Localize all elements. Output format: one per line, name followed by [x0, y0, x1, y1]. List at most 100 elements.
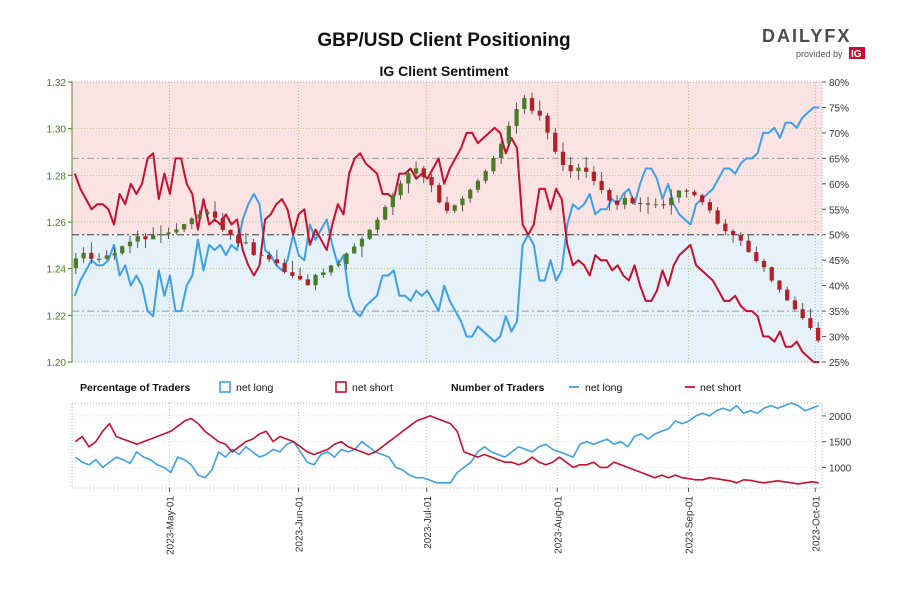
candle-body	[429, 176, 434, 186]
candle	[290, 260, 295, 278]
candle-body	[506, 125, 511, 144]
subtitle: IG Client Sentiment	[379, 63, 508, 79]
candle-body	[251, 242, 256, 255]
candle	[653, 198, 658, 208]
candle-body	[468, 189, 473, 199]
candle-body	[537, 110, 542, 116]
left-axis-tick-label: 1.32	[47, 78, 67, 89]
candle-body	[669, 197, 674, 206]
candle-body	[568, 165, 573, 172]
candle-body	[808, 318, 813, 328]
candle-body	[135, 236, 140, 242]
x-axis-date-label: 2023-Sep-01	[685, 496, 696, 554]
candle-body	[437, 185, 442, 203]
candle-body	[398, 183, 403, 196]
chart-title: GBP/USD Client Positioning	[317, 30, 570, 51]
candle-body	[754, 252, 759, 261]
candle	[676, 190, 682, 203]
candle-body	[259, 254, 264, 256]
candle-body	[243, 242, 249, 244]
candle-body	[491, 158, 496, 172]
candle-body	[591, 171, 597, 181]
candle-body	[383, 207, 388, 220]
candle	[491, 155, 496, 174]
traders-net-short-line	[74, 415, 819, 485]
candle-body	[645, 203, 651, 205]
candle-body	[158, 234, 164, 236]
candle	[777, 280, 782, 293]
candle-body	[730, 231, 736, 236]
candle-body	[127, 241, 133, 247]
candle-body	[406, 173, 411, 184]
candle	[684, 188, 689, 198]
candle-body	[522, 98, 527, 110]
net-short-percent-line	[73, 126, 820, 363]
traders-chart-frame	[71, 402, 823, 489]
candle	[267, 251, 272, 263]
candle	[553, 128, 558, 155]
candle	[468, 188, 473, 203]
candle-body	[483, 171, 488, 181]
candle	[576, 163, 581, 180]
candle-body	[607, 190, 612, 201]
right-axis-tick-label: 50%	[829, 231, 849, 242]
candle-body	[475, 180, 481, 190]
candle	[506, 121, 511, 147]
candle-body	[816, 327, 821, 341]
logo-brand: IG	[851, 49, 862, 60]
candle-body	[328, 265, 334, 273]
candle	[529, 92, 535, 115]
candle	[738, 232, 743, 247]
candle-body	[545, 115, 550, 133]
candle-body	[661, 204, 666, 206]
candle-body	[553, 132, 558, 152]
dailyfx-logo: DAILYFX provided by IG	[762, 26, 865, 60]
candle-body	[205, 211, 210, 215]
candle-body	[653, 204, 658, 206]
candle	[328, 264, 334, 276]
candle	[73, 253, 78, 275]
candle	[599, 172, 604, 194]
candle-body	[738, 235, 743, 241]
candle	[228, 229, 233, 240]
candle	[104, 250, 109, 260]
candle-body	[96, 258, 102, 260]
candle	[212, 201, 218, 222]
candle	[96, 253, 102, 264]
candle	[816, 322, 821, 343]
traders-net-long-line	[74, 402, 819, 484]
candle	[313, 273, 318, 291]
right-axis-tick-label: 25%	[829, 358, 849, 369]
legend-pct-short: net short	[352, 382, 393, 394]
candle-body	[143, 236, 148, 240]
candle-body	[151, 235, 156, 240]
candle-body	[460, 198, 465, 206]
candle-body	[344, 253, 349, 264]
right-axis-tick-label: 55%	[829, 205, 849, 216]
ig-badge	[849, 47, 865, 59]
candle	[522, 94, 527, 114]
x-axis-date-label: 2023-Jun-01	[295, 496, 306, 553]
candle	[475, 178, 481, 193]
candle	[243, 232, 249, 245]
candle	[638, 197, 643, 212]
traders-axis-tick-label: 1500	[829, 438, 852, 449]
candle	[274, 250, 280, 266]
candle	[120, 245, 125, 255]
candle	[452, 204, 457, 214]
candle-body	[630, 197, 635, 204]
candle	[568, 157, 573, 179]
candle-body	[560, 151, 566, 166]
x-axis-date-label: 2023-May-01	[166, 496, 177, 555]
candle	[460, 196, 465, 212]
candle	[669, 189, 674, 215]
candle-body	[367, 229, 372, 239]
candle	[785, 286, 790, 301]
candle-body	[189, 218, 194, 225]
candle-body	[622, 197, 627, 205]
candle	[591, 166, 597, 186]
candle	[707, 198, 713, 214]
candle-body	[375, 219, 380, 230]
candle-body	[305, 279, 310, 286]
